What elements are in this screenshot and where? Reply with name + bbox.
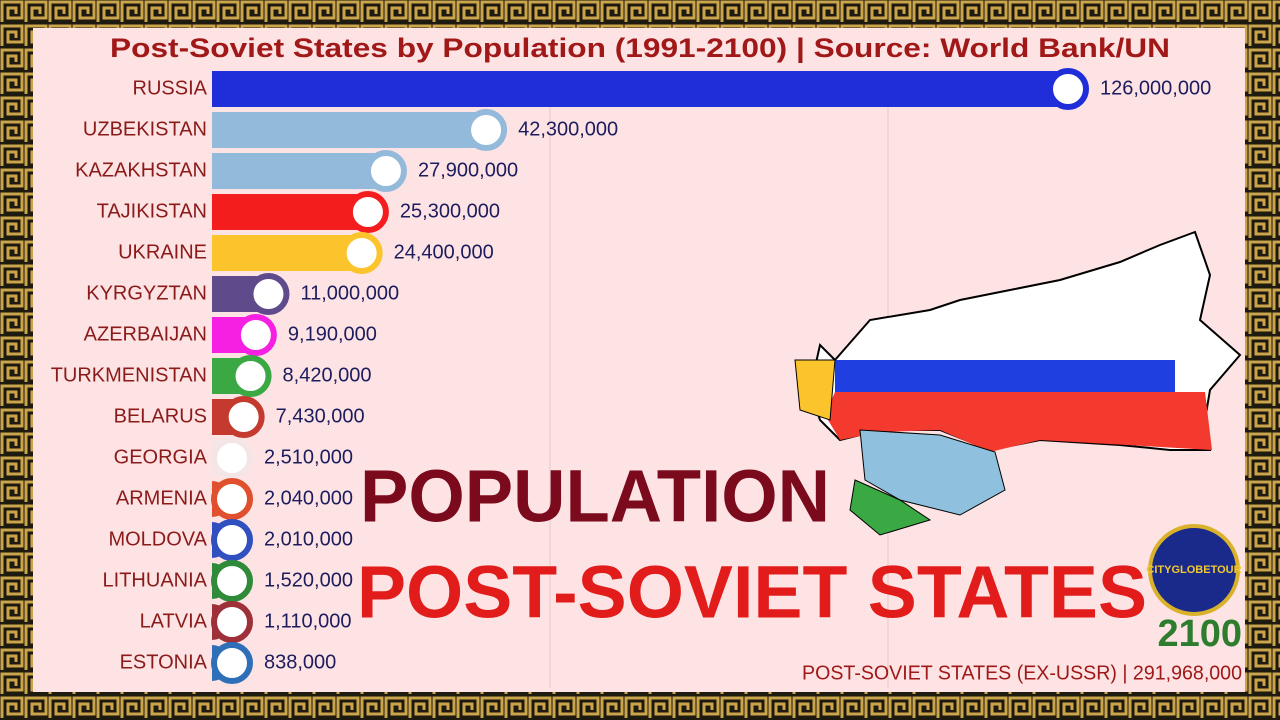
value-label: 2,510,000 — [264, 446, 353, 468]
value-label: 1,520,000 — [264, 569, 353, 591]
flag — [1047, 68, 1089, 110]
year: 2100 — [1157, 613, 1242, 655]
map — [794, 230, 1242, 536]
value-label: 1,110,000 — [264, 610, 352, 632]
category-label: TAJIKISTAN — [97, 200, 207, 222]
flag — [364, 150, 407, 192]
bar — [212, 235, 382, 271]
category-label: BELARUS — [114, 405, 207, 427]
value-label: 7,430,000 — [276, 405, 365, 427]
value-label: 2,040,000 — [264, 487, 353, 509]
category-label: ARMENIA — [116, 487, 208, 509]
value-label: 8,420,000 — [283, 364, 372, 386]
category-label: UKRAINE — [118, 241, 207, 263]
category-label: KYRGYZTAN — [86, 282, 207, 304]
logo-text: CITYGLOBETOUR — [1146, 564, 1241, 576]
flag — [340, 232, 383, 274]
bar — [212, 153, 406, 189]
value-label: 11,000,000 — [300, 282, 399, 304]
footer: POST-SOVIET STATES (EX-USSR) | 291,968,0… — [802, 662, 1242, 684]
overlay-title: POPULATION — [360, 455, 830, 538]
category-label: AZERBAIJAN — [84, 323, 207, 345]
category-label: MOLDOVA — [108, 528, 207, 550]
value-label: 42,300,000 — [518, 118, 618, 140]
value-label: 25,300,000 — [400, 200, 500, 222]
flag — [211, 437, 253, 479]
flag — [211, 642, 253, 684]
value-label: 126,000,000 — [1100, 77, 1211, 99]
flag — [211, 601, 253, 643]
category-label: TURKMENISTAN — [51, 364, 207, 386]
category-label: RUSSIA — [133, 77, 208, 99]
category-label: KAZAKHSTAN — [75, 159, 207, 181]
category-label: LATVIA — [140, 610, 208, 632]
flag — [211, 560, 253, 602]
logo — [1148, 524, 1240, 616]
flag — [222, 396, 265, 438]
category-label: GEORGIA — [114, 446, 208, 468]
value-label: 2,010,000 — [264, 528, 353, 550]
bar — [212, 112, 507, 148]
category-label: UZBEKISTAN — [83, 118, 207, 140]
flag — [211, 519, 253, 561]
category-label: ESTONIA — [120, 651, 208, 673]
value-label: 9,190,000 — [288, 323, 377, 345]
flag — [234, 314, 277, 356]
flag — [346, 191, 389, 233]
value-label: 838,000 — [264, 651, 336, 673]
flag — [229, 355, 272, 397]
flag — [211, 478, 253, 520]
category-label: LITHUANIA — [103, 569, 208, 591]
bar — [212, 71, 1088, 107]
overlay-title: POST-SOVIET STATES — [357, 551, 1147, 634]
flag — [247, 273, 290, 315]
value-label: 24,400,000 — [394, 241, 494, 263]
chart-title: Post-Soviet States by Population (1991-2… — [110, 33, 1170, 63]
flag — [465, 109, 508, 151]
value-label: 27,900,000 — [418, 159, 518, 181]
bar — [212, 194, 388, 230]
